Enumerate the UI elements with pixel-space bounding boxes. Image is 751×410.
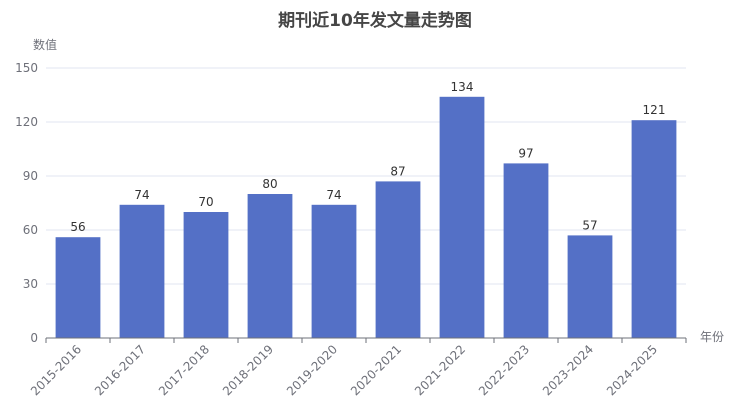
x-tick-label: 2016-2017 bbox=[92, 342, 148, 398]
bar-value-label: 70 bbox=[198, 195, 213, 209]
bar bbox=[503, 163, 549, 338]
data-labels: 56 74 70 80 74 87 134 97 57 121 bbox=[70, 80, 665, 234]
y-axis-label: 数值 bbox=[33, 37, 57, 52]
x-axis-label: 年份 bbox=[700, 330, 724, 344]
y-axis-ticks: 0 30 60 90 120 150 bbox=[15, 61, 38, 345]
y-tick-label: 30 bbox=[23, 277, 38, 291]
bar-value-label: 121 bbox=[643, 103, 666, 117]
x-tick-label: 2015-2016 bbox=[28, 342, 84, 398]
x-tick-label: 2024-2025 bbox=[604, 342, 660, 398]
y-tick-label: 60 bbox=[23, 223, 38, 237]
bar bbox=[439, 96, 485, 338]
bar bbox=[631, 120, 677, 338]
y-tick-label: 120 bbox=[15, 115, 38, 129]
bar bbox=[311, 204, 357, 338]
bar bbox=[567, 235, 613, 338]
y-tick-label: 150 bbox=[15, 61, 38, 75]
bar bbox=[55, 237, 101, 338]
x-tick-label: 2023-2024 bbox=[540, 342, 596, 398]
bar-value-label: 56 bbox=[70, 220, 85, 234]
bar-value-label: 74 bbox=[134, 188, 149, 202]
bar-value-label: 74 bbox=[326, 188, 341, 202]
x-tick-label: 2020-2021 bbox=[348, 342, 404, 398]
bars bbox=[55, 96, 677, 338]
x-tick-label: 2021-2022 bbox=[412, 342, 468, 398]
y-tick-label: 90 bbox=[23, 169, 38, 183]
bar-value-label: 80 bbox=[262, 177, 277, 191]
bar bbox=[119, 204, 165, 338]
chart-title: 期刊近10年发文量走势图 bbox=[278, 10, 472, 31]
x-axis-ticks: 2015-2016 2016-2017 2017-2018 2018-2019 2019… bbox=[28, 338, 687, 398]
bar bbox=[247, 194, 293, 338]
bar-value-label: 97 bbox=[518, 146, 533, 160]
bar-value-label: 57 bbox=[582, 218, 597, 232]
bar-value-label: 87 bbox=[390, 164, 405, 178]
bar bbox=[183, 212, 229, 338]
bar-value-label: 134 bbox=[451, 80, 474, 94]
y-tick-label: 0 bbox=[30, 331, 38, 345]
x-tick-label: 2018-2019 bbox=[220, 342, 276, 398]
bar bbox=[375, 181, 421, 338]
x-tick-label: 2017-2018 bbox=[156, 342, 212, 398]
x-tick-label: 2022-2023 bbox=[476, 342, 532, 398]
x-tick-label: 2019-2020 bbox=[284, 342, 340, 398]
